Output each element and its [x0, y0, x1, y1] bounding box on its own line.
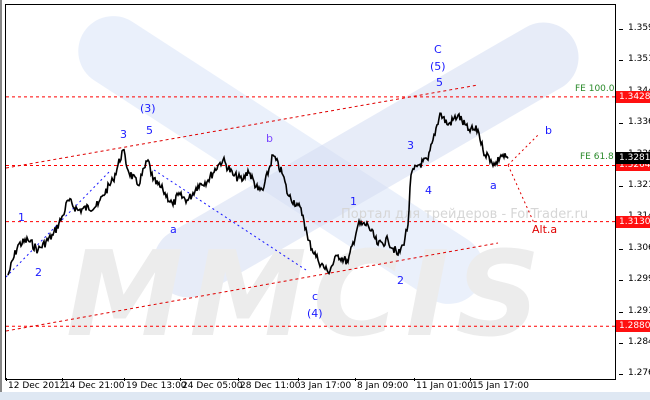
- x-tick-label: 19 Dec 13:00: [126, 381, 187, 391]
- x-tick-label: 28 Dec 11:00: [240, 381, 301, 391]
- y-tick-mark: [619, 280, 623, 282]
- x-tick-mark: [62, 378, 63, 381]
- wave-label: c: [312, 290, 319, 303]
- level-price-label: 1.3428: [616, 90, 650, 103]
- y-tick-mark: [619, 60, 623, 62]
- x-tick-mark: [414, 378, 415, 381]
- x-tick-label: 3 Jan 17:00: [300, 381, 352, 391]
- wave-label: b: [266, 132, 273, 145]
- x-tick-mark: [298, 378, 299, 381]
- x-tick-label: 8 Jan 09:00: [357, 381, 409, 391]
- wave-label: (3): [140, 102, 156, 115]
- channel-lower-line: [6, 242, 499, 332]
- wave-label: 1: [350, 195, 357, 208]
- projection-b-line: [507, 134, 539, 166]
- y-tick-mark: [619, 248, 623, 250]
- y-tick-label: 1.3515: [628, 54, 650, 65]
- wave-label: (5): [430, 60, 446, 73]
- level-price-label: 1.3130: [616, 215, 650, 228]
- wave-label: 2: [35, 266, 42, 279]
- channel-upper-line: [6, 84, 479, 169]
- y-tick-mark: [619, 186, 623, 187]
- x-tick-mark: [238, 378, 239, 381]
- y-tick-mark: [619, 343, 623, 344]
- wave-label: b: [545, 124, 552, 137]
- wave-label: 2: [397, 274, 404, 287]
- y-tick-mark: [619, 374, 623, 376]
- wave-label: C: [434, 43, 442, 56]
- current-price-label: 1.3281: [616, 152, 650, 165]
- x-tick-mark: [180, 378, 181, 381]
- fibo-expansion-label: FE 61.8: [580, 152, 614, 163]
- x-tick-mark: [6, 378, 7, 381]
- price-series-line: [7, 112, 509, 276]
- y-tick-label: 1.3215: [628, 180, 650, 190]
- x-tick-mark: [355, 378, 356, 381]
- x-tick-label: 11 Jan 01:00: [416, 381, 473, 391]
- wave-label: a: [170, 223, 177, 236]
- y-tick-label: 1.2990: [628, 274, 650, 285]
- fibo-expansion-label: FE 100.0: [575, 83, 615, 94]
- x-tick-mark: [124, 378, 125, 381]
- wave-label: 5: [436, 76, 443, 89]
- x-tick-label: 15 Jan 17:00: [472, 381, 529, 391]
- plot-area[interactable]: MMCIS Портал для трейдеров - ForTrader.r…: [5, 4, 616, 380]
- y-tick-label: 1.2840: [628, 337, 650, 347]
- wave-label: 5: [146, 124, 153, 137]
- y-tick-label: 1.3440: [628, 86, 650, 96]
- price-chart: [6, 84, 615, 332]
- wave-label: 3: [120, 128, 127, 141]
- x-tick-label: 14 Dec 21:00: [64, 381, 125, 391]
- wave-label: 3: [407, 139, 414, 152]
- watermark-logo: MMCIS: [66, 225, 547, 363]
- wave-label: (4): [307, 307, 323, 320]
- watermark-portal-text: Портал для трейдеров - ForTrader.ru: [341, 207, 589, 222]
- y-tick-mark: [619, 311, 623, 313]
- wave-label: 4: [425, 184, 432, 197]
- projection-alt-a-line: [507, 164, 535, 224]
- wave-label: 1: [18, 211, 25, 224]
- y-tick-label: 1.3365: [628, 117, 650, 128]
- y-tick-label: 1.3590: [628, 23, 650, 33]
- x-tick-label: 24 Dec 05:00: [182, 381, 243, 391]
- y-tick-label: 1.2765: [628, 368, 650, 379]
- x-tick-label: 12 Dec 2012: [8, 381, 66, 391]
- wave-trend-line: [153, 169, 307, 271]
- y-tick-mark: [619, 29, 623, 30]
- y-tick-label: 1.2915: [628, 305, 650, 316]
- y-tick-mark: [619, 123, 623, 125]
- wave-label-alt: Alt.a: [532, 223, 558, 236]
- x-tick-mark: [470, 378, 471, 381]
- level-price-label: 1.2880: [616, 320, 650, 333]
- y-tick-label: 1.3065: [628, 242, 650, 253]
- wave-label: a: [490, 179, 497, 192]
